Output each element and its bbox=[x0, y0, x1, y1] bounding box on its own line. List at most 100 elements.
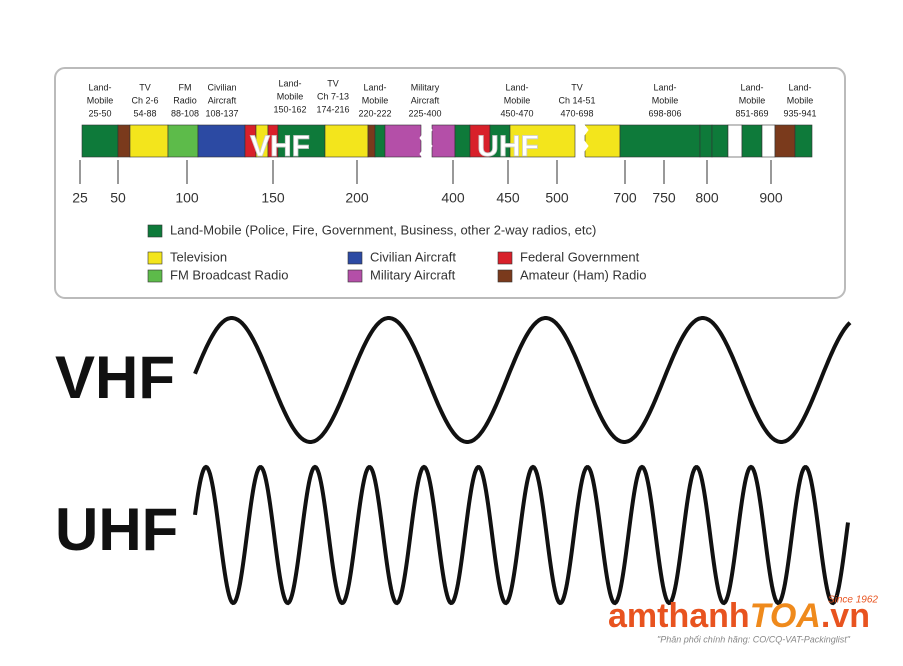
band-segment bbox=[117, 124, 131, 158]
legend-swatch bbox=[497, 251, 513, 265]
uhf-wave bbox=[193, 464, 850, 606]
band-label: 698-806 bbox=[648, 108, 681, 118]
band-label: 851-869 bbox=[735, 108, 768, 118]
spectrum-bar bbox=[81, 121, 813, 164]
band-segment bbox=[367, 124, 376, 158]
band-label: Land- bbox=[505, 82, 528, 92]
tick-label: 700 bbox=[613, 190, 637, 206]
band-label: 54-88 bbox=[133, 108, 156, 118]
band-label: Land- bbox=[788, 82, 811, 92]
legend-label: Civilian Aircraft bbox=[370, 249, 456, 264]
band-segment bbox=[584, 124, 621, 158]
band-segment bbox=[509, 124, 576, 158]
band-segment bbox=[81, 124, 119, 158]
vhf-wave-label: VHF bbox=[55, 344, 175, 411]
tick-label: 150 bbox=[261, 190, 285, 206]
logo-domain: .vn bbox=[821, 597, 870, 635]
band-segment bbox=[774, 124, 796, 158]
logo-brand: amthanh bbox=[608, 597, 750, 635]
band-break bbox=[419, 121, 433, 164]
band-label: 935-941 bbox=[783, 108, 816, 118]
tick-label: 500 bbox=[545, 190, 569, 206]
tick-label: 200 bbox=[345, 190, 369, 206]
band-segment bbox=[619, 124, 701, 158]
band-label: Mobile bbox=[504, 95, 531, 105]
band-label: Land- bbox=[740, 82, 763, 92]
tick-label: 800 bbox=[695, 190, 719, 206]
tick-label: 100 bbox=[175, 190, 199, 206]
band-label: Land- bbox=[363, 82, 386, 92]
band-segment bbox=[129, 124, 169, 158]
band-label: Military bbox=[411, 82, 440, 92]
band-label: Land- bbox=[88, 82, 111, 92]
vhf-bar-label: VHF bbox=[250, 130, 310, 163]
band-label: 150-162 bbox=[273, 104, 306, 114]
band-segment bbox=[167, 124, 199, 158]
band-segment bbox=[324, 124, 369, 158]
band-label: Radio bbox=[173, 95, 197, 105]
legend-label: FM Broadcast Radio bbox=[170, 267, 289, 282]
band-segment bbox=[374, 124, 386, 158]
axis: 25 50 100 150 200 400 450 500 700 750 800 900 bbox=[72, 160, 783, 206]
legend-label: Amateur (Ham) Radio bbox=[520, 267, 646, 282]
band-segment bbox=[277, 124, 326, 158]
band-segment bbox=[741, 124, 763, 158]
band-segment bbox=[761, 124, 776, 158]
band-label: 220-222 bbox=[358, 108, 391, 118]
tick-label: 25 bbox=[72, 190, 88, 206]
band-label: Mobile bbox=[362, 95, 389, 105]
band-label: 450-470 bbox=[500, 108, 533, 118]
band-label: Ch 14-51 bbox=[558, 95, 595, 105]
band-segment bbox=[197, 124, 246, 158]
legend-swatch bbox=[497, 269, 513, 283]
uhf-bar-label: UHF bbox=[477, 130, 539, 163]
tick-label: 750 bbox=[652, 190, 676, 206]
band-segment bbox=[711, 124, 729, 158]
band-segment bbox=[454, 124, 471, 158]
legend-swatch bbox=[147, 224, 163, 238]
tick-label: 450 bbox=[496, 190, 520, 206]
band-segment bbox=[431, 124, 456, 158]
band-label: Mobile bbox=[277, 91, 304, 101]
band-label: Mobile bbox=[652, 95, 679, 105]
logo-since: Since 1962 bbox=[828, 595, 878, 606]
legend-label: Federal Government bbox=[520, 249, 640, 264]
band-label: 470-698 bbox=[560, 108, 593, 118]
legend-swatch bbox=[147, 269, 163, 283]
tick-label: 900 bbox=[759, 190, 783, 206]
tick-label: 50 bbox=[110, 190, 126, 206]
logo-accent: TOA bbox=[750, 597, 821, 635]
band-label: Land- bbox=[278, 78, 301, 88]
band-label: FM bbox=[179, 82, 192, 92]
vhf-wave bbox=[193, 316, 852, 444]
band-label: 174-216 bbox=[316, 104, 349, 114]
band-segment bbox=[699, 124, 713, 158]
tick-label: 400 bbox=[441, 190, 465, 206]
uhf-wave-label: UHF bbox=[55, 496, 178, 563]
band-segment bbox=[384, 124, 422, 158]
band-label: Mobile bbox=[787, 95, 814, 105]
band-label: 25-50 bbox=[88, 108, 111, 118]
band-segment bbox=[727, 124, 743, 158]
legend-label: Land-Mobile (Police, Fire, Government, B… bbox=[170, 222, 596, 237]
band-label: 225-400 bbox=[408, 108, 441, 118]
logo-tagline: "Phân phối chính hãng: CO/CQ-VAT-Packing… bbox=[657, 634, 851, 644]
band-label: Ch 7-13 bbox=[317, 91, 349, 101]
legend-swatch bbox=[347, 251, 363, 265]
band-label: Ch 2-6 bbox=[131, 95, 158, 105]
band-label: Aircraft bbox=[411, 95, 440, 105]
band-label: Land- bbox=[653, 82, 676, 92]
band-label: 88-108 bbox=[171, 108, 199, 118]
legend-swatch bbox=[147, 251, 163, 265]
band-segment bbox=[794, 124, 813, 158]
legend-label: Military Aircraft bbox=[370, 267, 456, 282]
legend: Land-Mobile (Police, Fire, Government, B… bbox=[147, 222, 646, 283]
band-label: TV bbox=[571, 82, 583, 92]
band-break bbox=[575, 121, 589, 164]
legend-label: Television bbox=[170, 249, 227, 264]
band-labels: Land- Mobile 25-50 TV Ch 2-6 54-88 FM Radio 88-1… bbox=[87, 78, 817, 118]
band-label: Mobile bbox=[739, 95, 766, 105]
band-label: Civilian bbox=[207, 82, 236, 92]
band-label: 108-137 bbox=[205, 108, 238, 118]
